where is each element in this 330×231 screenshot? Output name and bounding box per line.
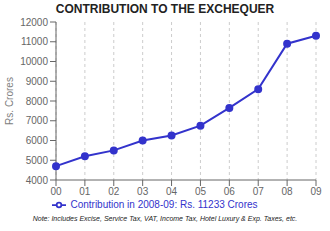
svg-text:4000: 4000	[26, 175, 49, 186]
svg-text:08: 08	[282, 186, 294, 197]
svg-text:05: 05	[195, 186, 207, 197]
svg-text:04: 04	[166, 186, 178, 197]
svg-text:00: 00	[50, 186, 62, 197]
svg-text:7000: 7000	[26, 115, 49, 126]
svg-text:06: 06	[224, 186, 236, 197]
svg-text:07: 07	[253, 186, 265, 197]
svg-text:5000: 5000	[26, 155, 49, 166]
svg-text:9000: 9000	[26, 76, 49, 87]
svg-text:09: 09	[310, 186, 322, 197]
svg-text:03: 03	[137, 186, 149, 197]
svg-text:11000: 11000	[21, 36, 49, 47]
svg-text:02: 02	[108, 186, 120, 197]
svg-text:Rs. Crores: Rs. Crores	[8, 77, 15, 125]
html-text:Contribution in 2008-09: Rs. 1: Contribution in 2008-09: Rs. 11233 Crore…	[70, 198, 258, 210]
svg-text:6000: 6000	[26, 135, 49, 146]
svg-text:12000: 12000	[20, 18, 48, 28]
html-text:CONTRIBUTION TO THE EXCHEQUER: CONTRIBUTION TO THE EXCHEQUER	[55, 2, 275, 16]
svg-text:10000: 10000	[20, 56, 48, 67]
svg-text:01: 01	[79, 186, 91, 197]
html-text:Note: Includes Excise, Service: Note: Includes Excise, Service Tax, VAT,…	[32, 215, 298, 222]
svg-text:8000: 8000	[26, 96, 49, 107]
